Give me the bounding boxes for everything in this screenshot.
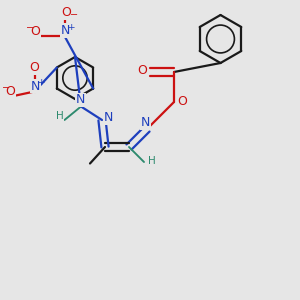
Text: N: N	[31, 80, 40, 93]
Text: H: H	[148, 155, 155, 166]
Text: N: N	[61, 24, 70, 37]
Text: −: −	[26, 22, 34, 33]
Text: −: −	[2, 83, 10, 94]
Text: O: O	[29, 61, 39, 74]
Text: +: +	[38, 78, 45, 87]
Text: −: −	[70, 10, 78, 20]
Text: O: O	[178, 95, 187, 108]
Text: H: H	[56, 111, 64, 122]
Text: N: N	[76, 93, 85, 106]
Text: O: O	[138, 64, 147, 77]
Text: N: N	[141, 116, 151, 129]
Text: +: +	[67, 22, 75, 32]
Text: O: O	[6, 85, 15, 98]
Text: O: O	[61, 6, 71, 19]
Text: O: O	[31, 25, 40, 38]
Text: N: N	[103, 111, 113, 124]
